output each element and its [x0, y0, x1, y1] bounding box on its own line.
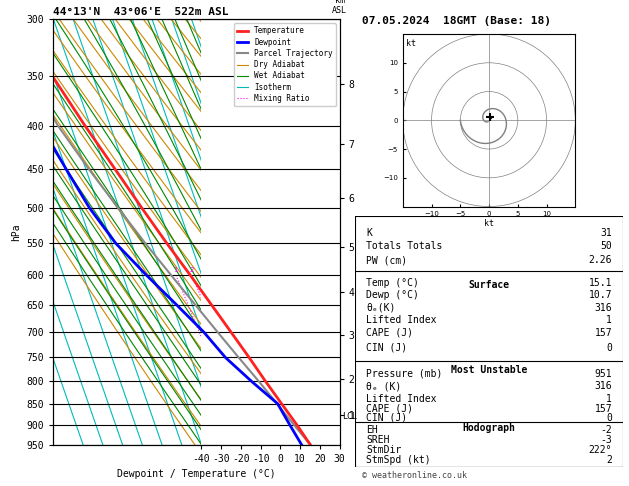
- Text: 157: 157: [594, 404, 612, 414]
- Text: 07.05.2024  18GMT (Base: 18): 07.05.2024 18GMT (Base: 18): [362, 16, 550, 26]
- Text: 316: 316: [594, 303, 612, 312]
- Text: Surface: Surface: [469, 280, 509, 290]
- Text: 31: 31: [600, 227, 612, 238]
- Text: Dewp (°C): Dewp (°C): [366, 290, 419, 300]
- Text: StmDir: StmDir: [366, 445, 401, 455]
- Text: PW (cm): PW (cm): [366, 255, 407, 265]
- Text: LCL: LCL: [343, 412, 357, 421]
- Text: 222°: 222°: [589, 445, 612, 455]
- Text: 1: 1: [174, 267, 178, 273]
- Text: Lifted Index: Lifted Index: [366, 394, 437, 404]
- Text: -2: -2: [600, 425, 612, 435]
- Text: Temp (°C): Temp (°C): [366, 278, 419, 288]
- Text: 10.7: 10.7: [589, 290, 612, 300]
- Text: 2.26: 2.26: [589, 255, 612, 265]
- Text: 0: 0: [606, 343, 612, 353]
- Text: 15.1: 15.1: [589, 278, 612, 288]
- Text: km
ASL: km ASL: [332, 0, 347, 15]
- Text: K: K: [366, 227, 372, 238]
- Text: Totals Totals: Totals Totals: [366, 242, 442, 251]
- Text: Lifted Index: Lifted Index: [366, 315, 437, 325]
- Y-axis label: hPa: hPa: [11, 223, 21, 241]
- Text: θₑ(K): θₑ(K): [366, 303, 396, 312]
- Text: 2: 2: [606, 455, 612, 465]
- X-axis label: Dewpoint / Temperature (°C): Dewpoint / Temperature (°C): [117, 469, 276, 479]
- Text: 157: 157: [594, 328, 612, 338]
- Text: 1: 1: [606, 394, 612, 404]
- X-axis label: kt: kt: [484, 219, 494, 228]
- Text: 316: 316: [594, 382, 612, 391]
- Text: Most Unstable: Most Unstable: [451, 365, 527, 376]
- Text: Hodograph: Hodograph: [462, 423, 516, 433]
- Text: 50: 50: [600, 242, 612, 251]
- Legend: Temperature, Dewpoint, Parcel Trajectory, Dry Adiabat, Wet Adiabat, Isotherm, Mi: Temperature, Dewpoint, Parcel Trajectory…: [233, 23, 336, 106]
- Text: CAPE (J): CAPE (J): [366, 328, 413, 338]
- Text: Pressure (mb): Pressure (mb): [366, 369, 442, 379]
- Text: EH: EH: [366, 425, 378, 435]
- Text: θₑ (K): θₑ (K): [366, 382, 401, 391]
- Text: CIN (J): CIN (J): [366, 413, 407, 423]
- Text: © weatheronline.co.uk: © weatheronline.co.uk: [362, 471, 467, 480]
- Text: 951: 951: [594, 369, 612, 379]
- Text: 2: 2: [190, 267, 194, 273]
- Text: -3: -3: [600, 435, 612, 445]
- Text: 1: 1: [606, 315, 612, 325]
- Text: CAPE (J): CAPE (J): [366, 404, 413, 414]
- Text: StmSpd (kt): StmSpd (kt): [366, 455, 431, 465]
- Text: 0: 0: [606, 413, 612, 423]
- Text: SREH: SREH: [366, 435, 389, 445]
- Text: 44°13'N  43°06'E  522m ASL: 44°13'N 43°06'E 522m ASL: [53, 7, 229, 17]
- Text: kt: kt: [406, 39, 416, 48]
- Text: CIN (J): CIN (J): [366, 343, 407, 353]
